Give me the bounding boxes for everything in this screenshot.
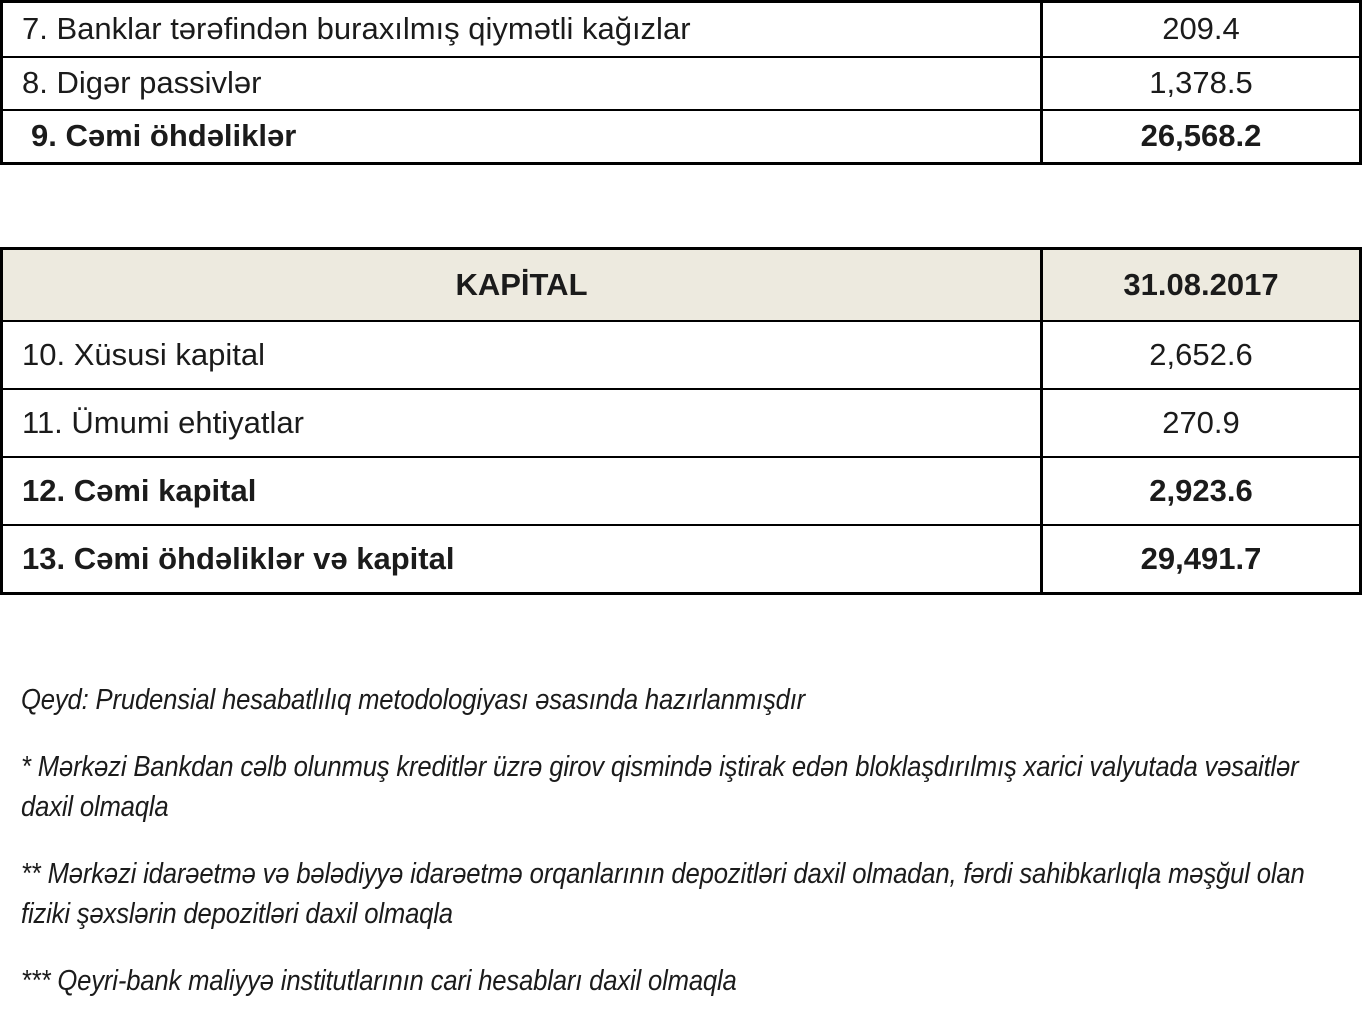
table-row-total-liabilities-and-capital: 13. Cəmi öhdəliklər və kapital 29,491.7 bbox=[3, 524, 1359, 592]
footnote-3: *** Qeyri-bank maliyyə institutlarının c… bbox=[21, 965, 737, 998]
row-value: 1,378.5 bbox=[1040, 58, 1359, 109]
table-row: 8. Digər passivlər 1,378.5 bbox=[3, 56, 1359, 109]
table-header-title: KAPİTAL bbox=[455, 266, 588, 302]
table-row-total-capital: 12. Cəmi kapital 2,923.6 bbox=[3, 456, 1359, 524]
table-row-total-liabilities: 9. Cəmi öhdəliklər 26,568.2 bbox=[3, 109, 1359, 162]
liabilities-table: 7. Banklar tərəfindən buraxılmış qiymətl… bbox=[0, 0, 1362, 165]
row-value: 26,568.2 bbox=[1040, 111, 1359, 162]
row-label: 11. Ümumi ehtiyatlar bbox=[22, 404, 304, 440]
table-row: 7. Banklar tərəfindən buraxılmış qiymətl… bbox=[3, 3, 1359, 56]
table-header-date: 31.08.2017 bbox=[1040, 250, 1359, 320]
row-label: 10. Xüsusi kapital bbox=[22, 336, 265, 372]
note-qeyd: Qeyd: Prudensial hesabatlılıq metodologi… bbox=[21, 684, 806, 716]
row-label: 9. Cəmi öhdəliklər bbox=[31, 118, 297, 154]
row-value: 29,491.7 bbox=[1040, 526, 1359, 592]
table-header-row: KAPİTAL 31.08.2017 bbox=[3, 250, 1359, 320]
footnote-1: * Mərkəzi Bankdan cəlb olunmuş kreditlər… bbox=[21, 751, 1299, 824]
row-value: 2,923.6 bbox=[1040, 458, 1359, 524]
row-label: 13. Cəmi öhdəliklər və kapital bbox=[22, 540, 455, 576]
table-row: 11. Ümumi ehtiyatlar 270.9 bbox=[3, 388, 1359, 456]
row-value: 209.4 bbox=[1040, 3, 1359, 56]
row-value: 2,652.6 bbox=[1040, 322, 1359, 388]
row-label: 7. Banklar tərəfindən buraxılmış qiymətl… bbox=[22, 11, 691, 47]
table-row: 10. Xüsusi kapital 2,652.6 bbox=[3, 320, 1359, 388]
row-label: 8. Digər passivlər bbox=[22, 65, 262, 101]
capital-table: KAPİTAL 31.08.2017 10. Xüsusi kapital 2,… bbox=[0, 247, 1362, 595]
footnotes-section: Qeyd: Prudensial hesabatlılıq metodologi… bbox=[21, 680, 1353, 1028]
footnote-2: ** Mərkəzi idarəetmə və bələdiyyə idarəe… bbox=[21, 858, 1305, 931]
row-label: 12. Cəmi kapital bbox=[22, 472, 257, 508]
row-value: 270.9 bbox=[1040, 390, 1359, 456]
